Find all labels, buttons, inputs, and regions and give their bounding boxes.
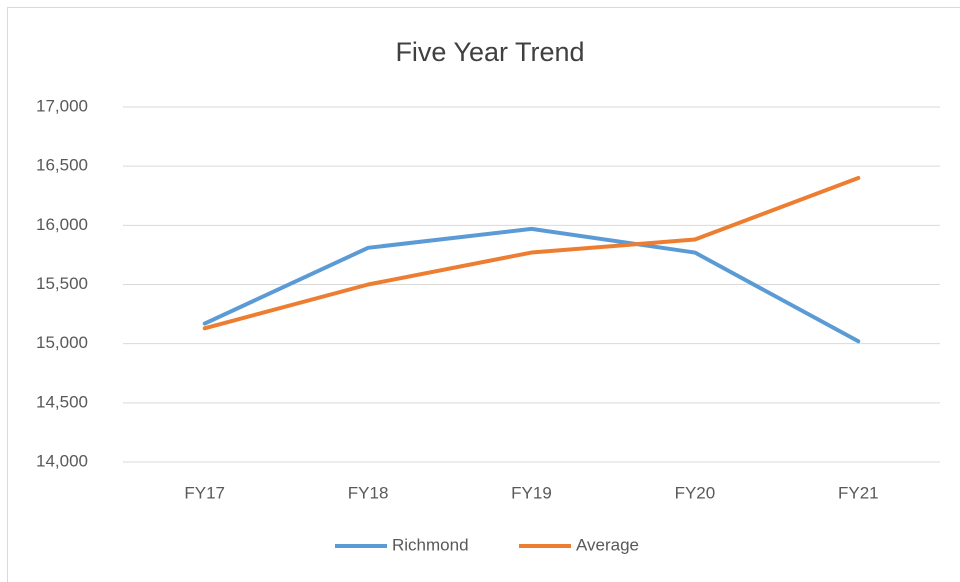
chart-title: Five Year Trend xyxy=(395,37,584,67)
legend-label: Richmond xyxy=(392,535,469,554)
x-tick-label: FY17 xyxy=(184,483,225,502)
y-tick-label: 15,000 xyxy=(36,333,88,352)
y-tick-label: 14,500 xyxy=(36,392,88,411)
series-line xyxy=(202,226,861,344)
y-tick-label: 14,000 xyxy=(36,451,88,470)
x-tick-label: FY21 xyxy=(838,483,879,502)
x-tick-label: FY18 xyxy=(348,483,389,502)
chart-border xyxy=(7,7,960,582)
y-tick-label: 16,500 xyxy=(36,156,88,175)
x-tick-label: FY20 xyxy=(675,483,716,502)
legend-label: Average xyxy=(576,535,639,554)
y-tick-label: 17,000 xyxy=(36,96,88,115)
x-tick-label: FY19 xyxy=(511,483,552,502)
y-tick-label: 15,500 xyxy=(36,274,88,293)
y-tick-label: 16,000 xyxy=(36,215,88,234)
series-line xyxy=(202,176,861,331)
